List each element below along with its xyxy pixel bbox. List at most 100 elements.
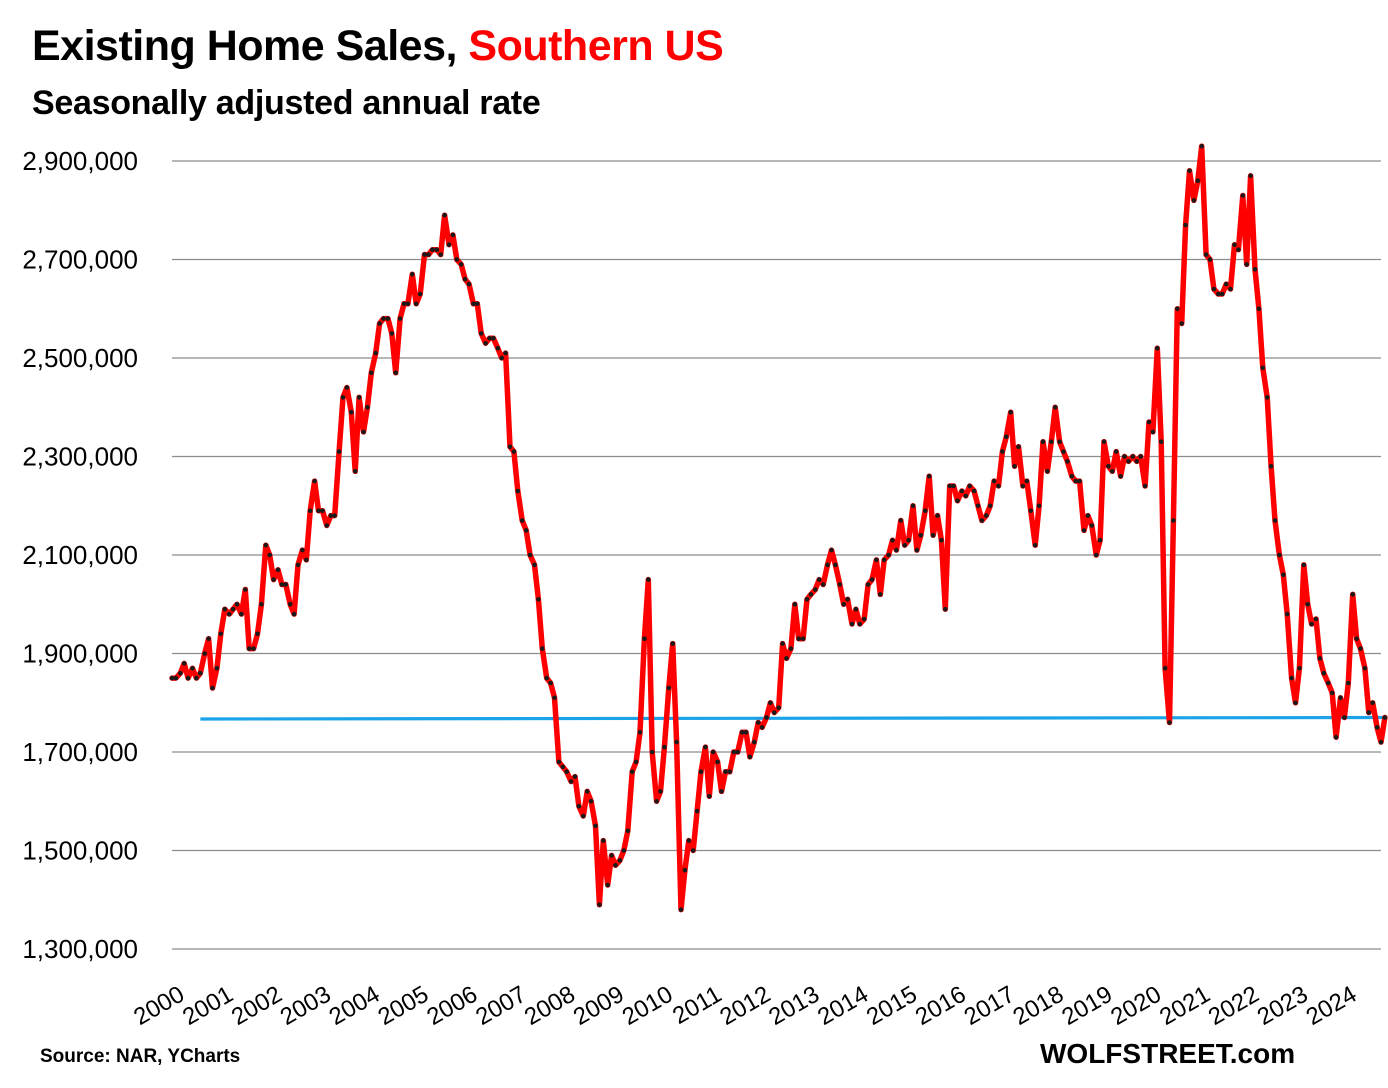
data-point bbox=[991, 478, 997, 484]
data-point bbox=[446, 242, 452, 247]
data-point bbox=[405, 301, 411, 307]
data-point bbox=[352, 469, 358, 474]
source-note: Source: NAR, YCharts bbox=[40, 1046, 241, 1067]
data-point bbox=[581, 813, 586, 819]
data-point bbox=[222, 606, 228, 612]
data-point bbox=[739, 730, 745, 735]
data-point bbox=[637, 730, 643, 735]
data-point bbox=[731, 749, 737, 755]
data-point bbox=[1028, 508, 1034, 513]
data-point bbox=[462, 276, 468, 282]
data-point bbox=[426, 252, 431, 257]
data-point bbox=[719, 789, 724, 794]
data-point bbox=[963, 493, 969, 499]
data-point bbox=[593, 823, 598, 829]
data-point bbox=[881, 557, 887, 563]
data-point bbox=[752, 739, 757, 745]
data-point bbox=[996, 483, 1001, 489]
data-point bbox=[633, 759, 639, 765]
data-point bbox=[1106, 464, 1111, 469]
data-point bbox=[898, 518, 904, 523]
data-point bbox=[1138, 454, 1143, 459]
data-point bbox=[837, 582, 843, 587]
data-point bbox=[283, 582, 289, 587]
data-point bbox=[723, 769, 728, 774]
data-point bbox=[1097, 537, 1103, 543]
data-point bbox=[1187, 168, 1192, 174]
data-point bbox=[194, 675, 199, 681]
data-point bbox=[1358, 646, 1363, 651]
data-point bbox=[1122, 454, 1127, 459]
data-point bbox=[666, 685, 672, 691]
data-point bbox=[841, 602, 846, 607]
data-point bbox=[825, 562, 830, 568]
data-point bbox=[279, 582, 285, 587]
data-point bbox=[816, 577, 822, 582]
data-point bbox=[1191, 198, 1197, 203]
data-point bbox=[499, 355, 505, 361]
data-point bbox=[625, 828, 631, 834]
data-point bbox=[1069, 473, 1075, 479]
data-point bbox=[1073, 478, 1078, 484]
data-point bbox=[1065, 459, 1070, 464]
data-point bbox=[1134, 459, 1140, 464]
data-point bbox=[857, 621, 863, 627]
data-point bbox=[735, 749, 740, 755]
data-point bbox=[1061, 449, 1066, 454]
data-point bbox=[613, 863, 618, 868]
data-point bbox=[291, 611, 297, 617]
data-point bbox=[1113, 449, 1119, 454]
data-point bbox=[813, 587, 818, 592]
y-tick-label: 1,300,000 bbox=[22, 934, 138, 964]
data-point bbox=[527, 552, 533, 558]
data-point bbox=[829, 547, 834, 553]
data-point bbox=[1374, 725, 1380, 730]
data-point bbox=[1256, 306, 1262, 312]
y-tick-label: 2,300,000 bbox=[22, 442, 138, 472]
data-point bbox=[1081, 528, 1087, 533]
data-point bbox=[495, 345, 501, 351]
data-point bbox=[1162, 666, 1168, 671]
data-point bbox=[943, 606, 948, 612]
data-point bbox=[1203, 252, 1209, 257]
data-point bbox=[662, 744, 667, 750]
data-point bbox=[1366, 710, 1372, 715]
data-point bbox=[694, 808, 700, 814]
data-point bbox=[564, 769, 569, 774]
data-point bbox=[275, 567, 281, 573]
data-point bbox=[1155, 345, 1160, 351]
data-point bbox=[1000, 449, 1005, 454]
x-tick-label: 2024 bbox=[1302, 981, 1362, 1031]
data-point bbox=[588, 799, 594, 804]
data-point bbox=[707, 794, 712, 799]
chart-subtitle: Seasonally adjusted annual rate bbox=[32, 84, 541, 122]
data-point bbox=[271, 577, 276, 582]
data-point bbox=[646, 577, 651, 582]
data-point bbox=[1346, 680, 1351, 686]
data-point bbox=[670, 641, 675, 646]
data-point bbox=[987, 503, 993, 509]
x-axis: 2000200120022003200420052006200720082009… bbox=[129, 981, 1361, 1031]
data-point bbox=[336, 449, 342, 454]
data-point bbox=[955, 498, 960, 504]
data-point bbox=[340, 395, 346, 400]
data-point bbox=[1171, 518, 1176, 523]
data-point bbox=[849, 621, 855, 627]
data-point bbox=[1232, 242, 1237, 247]
data-point bbox=[1301, 562, 1307, 568]
data-point bbox=[747, 754, 753, 760]
data-point bbox=[267, 552, 273, 558]
data-point bbox=[658, 789, 663, 794]
data-point bbox=[597, 902, 602, 907]
data-point bbox=[629, 769, 635, 774]
data-point bbox=[1049, 439, 1054, 445]
data-point bbox=[1350, 592, 1355, 597]
data-point bbox=[1085, 513, 1091, 518]
data-point bbox=[1016, 444, 1021, 450]
data-point bbox=[450, 232, 456, 238]
data-point bbox=[206, 636, 211, 641]
data-point bbox=[926, 473, 932, 479]
data-point bbox=[287, 602, 293, 607]
data-point bbox=[523, 528, 529, 533]
